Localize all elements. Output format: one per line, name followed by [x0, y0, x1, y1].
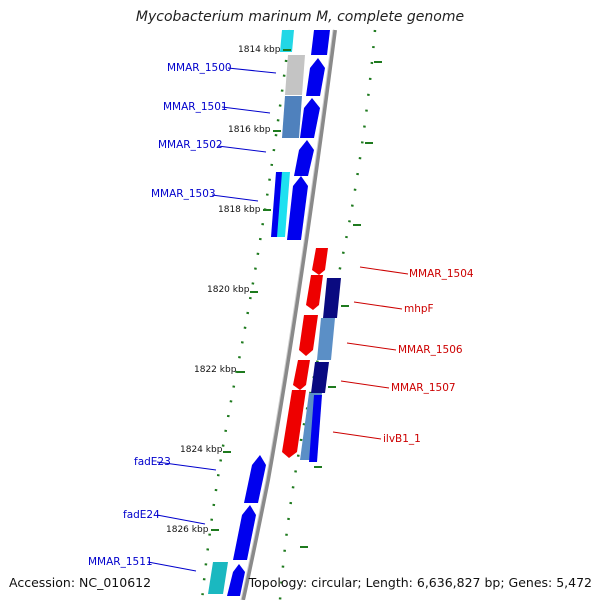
tick-label: 1814 kbp [238, 45, 281, 55]
tick-label: 1816 kbp [228, 125, 271, 135]
gene-label-forward[interactable]: MMAR_1502 [158, 139, 223, 151]
gene-label-reverse[interactable]: mhpF [404, 303, 434, 315]
forward-gene-arrow[interactable] [306, 58, 325, 96]
gene-bar-steelblue[interactable] [317, 318, 335, 360]
gene-label-forward[interactable]: MMAR_1500 [167, 62, 232, 74]
forward-gene-arrow[interactable] [311, 30, 330, 55]
gene-bar-blue[interactable] [309, 395, 322, 462]
forward-gene-arrow[interactable] [244, 455, 266, 503]
reverse-gene-arrow[interactable] [299, 315, 318, 356]
forward-gene-arrow[interactable] [227, 564, 245, 596]
genome-summary: Topology: circular; Length: 6,636,827 bp… [248, 575, 592, 590]
reverse-gene-features [282, 248, 341, 462]
accession-label: Accession: NC_010612 [9, 575, 152, 590]
gene-label-forward[interactable]: MMAR_1511 [88, 556, 153, 568]
map-title: Mycobacterium marinum M, complete genome [135, 9, 465, 25]
tick-labels: 1814 kbp 1816 kbp 1818 kbp 1820 kbp 1822… [166, 45, 281, 535]
gene-label-forward[interactable]: fadE24 [123, 509, 160, 521]
gene-label-reverse[interactable]: MMAR_1506 [398, 344, 463, 356]
tick-marks [211, 49, 382, 548]
reverse-gene-arrow[interactable] [306, 275, 323, 310]
gene-bar-navy[interactable] [311, 362, 329, 393]
forward-gene-arrow[interactable] [233, 505, 256, 560]
tick-label: 1824 kbp [180, 445, 223, 455]
reverse-gene-arrow[interactable] [312, 248, 328, 275]
tick-label: 1820 kbp [207, 285, 250, 295]
tick-label: 1818 kbp [218, 205, 261, 215]
gene-label-reverse[interactable]: MMAR_1504 [409, 268, 474, 280]
gene-bar-steelblue[interactable] [282, 96, 302, 138]
gene-label-forward[interactable]: fadE23 [134, 456, 171, 468]
genome-backbone [241, 29, 337, 600]
reverse-gene-arrow[interactable] [282, 390, 306, 458]
forward-gene-arrow[interactable] [300, 98, 320, 138]
forward-gene-arrow[interactable] [294, 140, 314, 176]
gene-label-reverse[interactable]: ilvB1_1 [383, 433, 421, 445]
reverse-gene-callouts: MMAR_1504 mhpF MMAR_1506 MMAR_1507 ilvB1… [332, 266, 474, 445]
forward-gene-callouts: MMAR_1500 MMAR_1501 MMAR_1502 MMAR_1503 … [88, 62, 277, 572]
forward-gene-features [208, 30, 330, 596]
gene-bar-teal[interactable] [208, 562, 228, 594]
gene-label-forward[interactable]: MMAR_1501 [163, 101, 228, 113]
genome-backbone-highlight [240, 29, 334, 600]
gene-bar-cyan[interactable] [277, 172, 290, 237]
reverse-gene-arrow[interactable] [293, 360, 310, 390]
forward-gene-arrow[interactable] [287, 176, 308, 240]
gene-bar-cyan[interactable] [280, 30, 294, 52]
gene-bar-navy[interactable] [323, 278, 341, 318]
tick-label: 1826 kbp [166, 525, 209, 535]
gene-bar-grey[interactable] [285, 55, 305, 95]
gene-label-forward[interactable]: MMAR_1503 [151, 188, 216, 200]
tick-label: 1822 kbp [194, 365, 237, 375]
gene-label-reverse[interactable]: MMAR_1507 [391, 382, 456, 394]
